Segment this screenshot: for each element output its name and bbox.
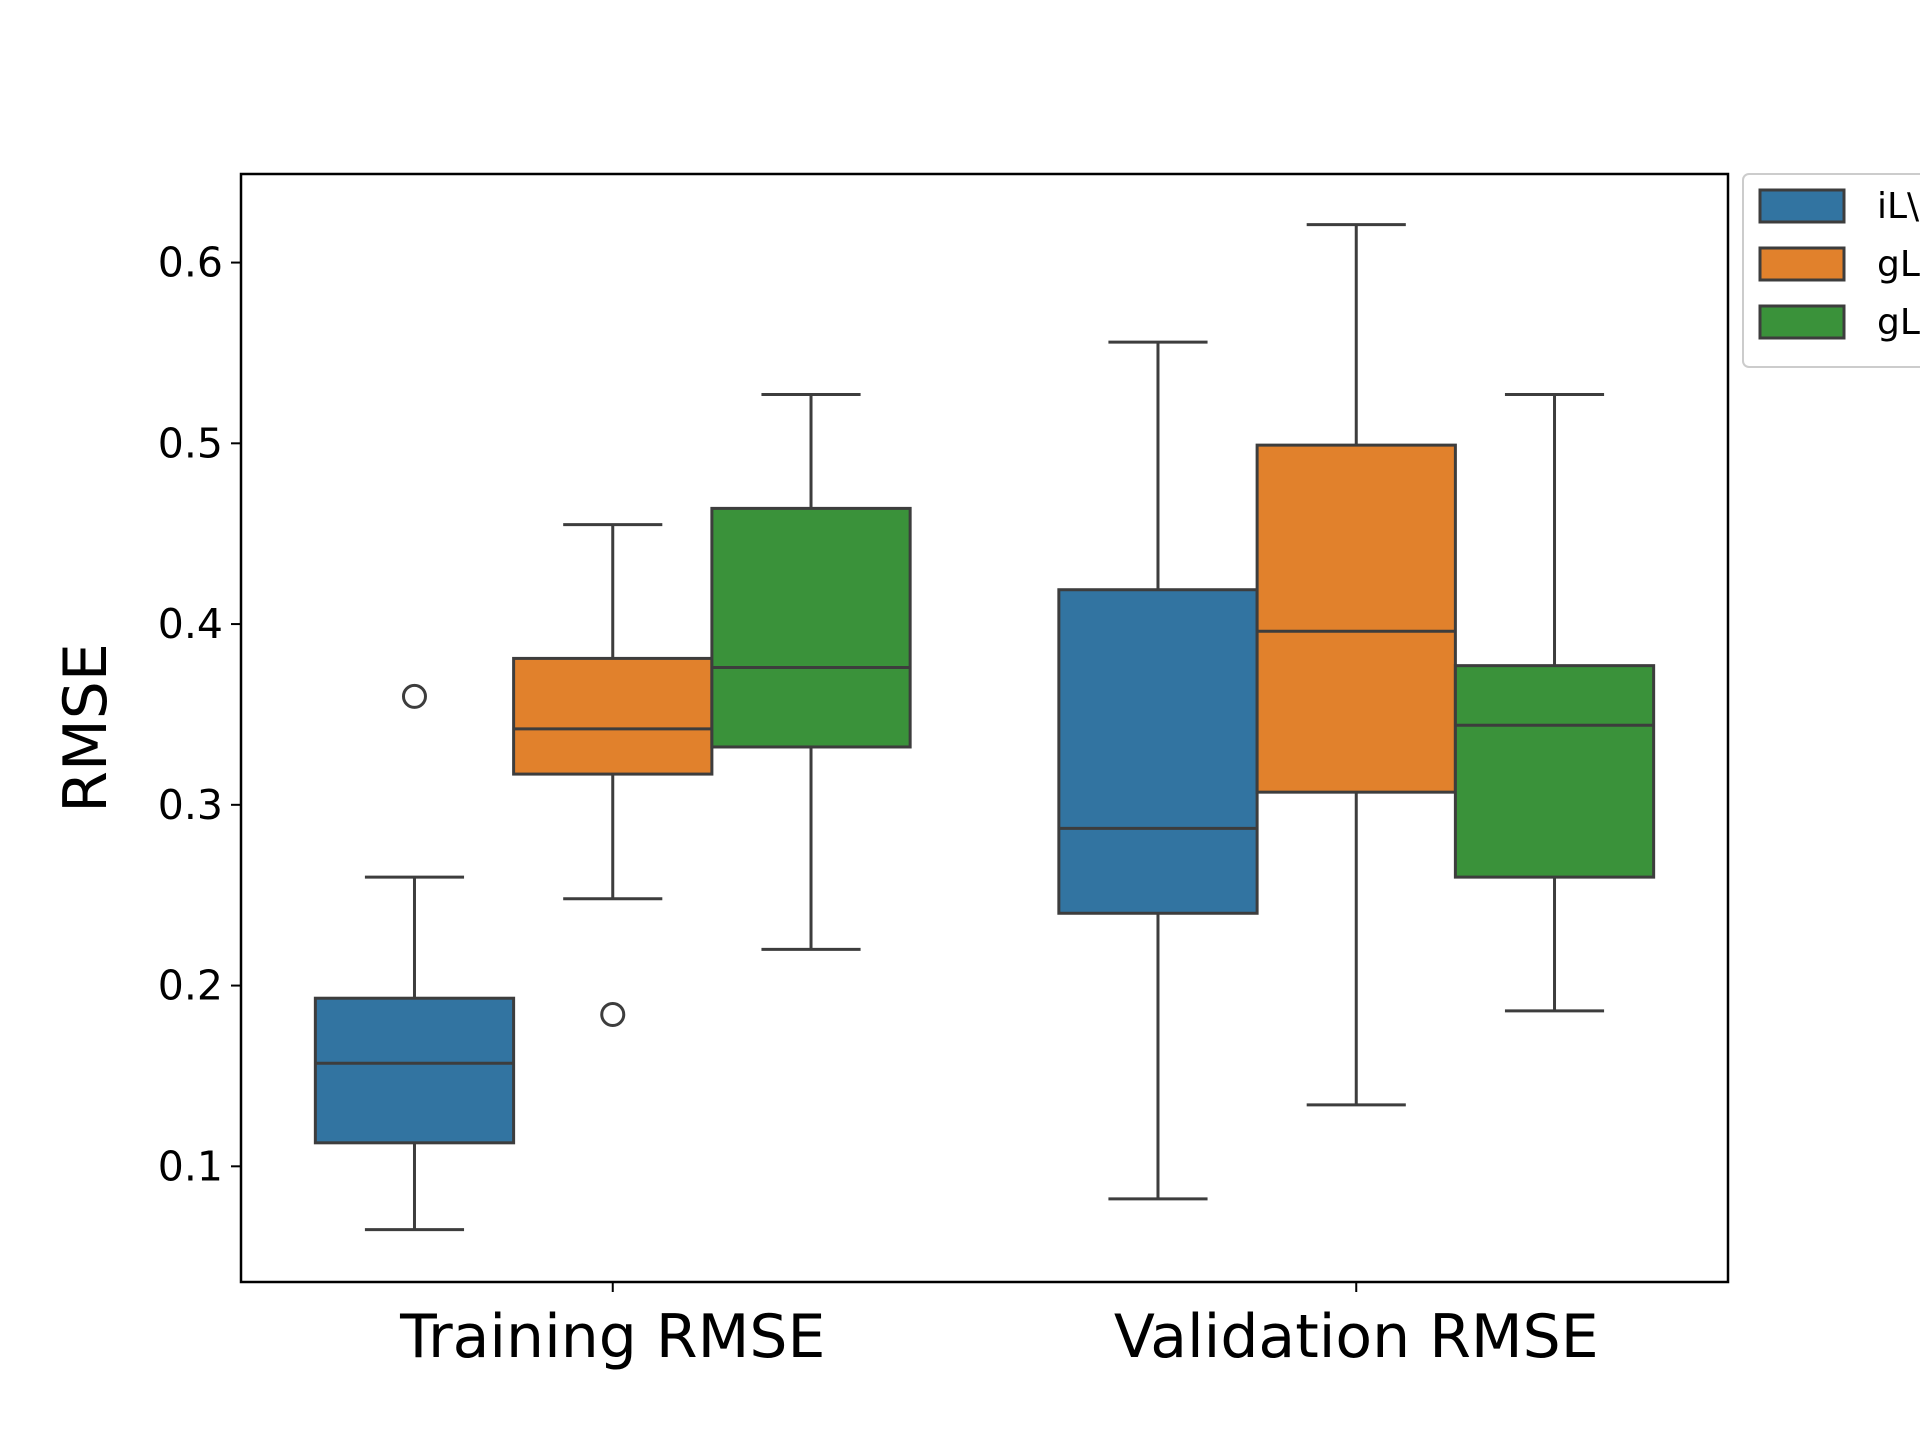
outlier-point xyxy=(600,1001,626,1027)
y-tick-label: 0.3 xyxy=(158,781,223,829)
x-tick-label: Training RMSE xyxy=(399,1302,825,1372)
box-body xyxy=(313,996,516,1145)
x-tick-label: Validation RMSE xyxy=(1114,1302,1599,1372)
y-tick-label: 0.5 xyxy=(158,419,223,467)
box-body xyxy=(1255,443,1457,794)
box-2-training-rmse xyxy=(512,523,714,1027)
box-3-training-rmse xyxy=(710,393,912,951)
plot-frame xyxy=(239,172,1730,1284)
legend-swatch xyxy=(1758,188,1846,224)
legend-label: iL\ xyxy=(1877,186,1920,227)
box-1-validation-rmse xyxy=(1057,340,1259,1201)
box-2-validation-rmse xyxy=(1255,223,1457,1107)
y-tick-label: 0.6 xyxy=(158,239,223,287)
legend-label: gL xyxy=(1877,302,1920,343)
box-body xyxy=(710,506,912,749)
legend-label: gL xyxy=(1877,244,1920,285)
box-body xyxy=(1057,588,1259,915)
box-body xyxy=(512,656,714,776)
y-tick-label: 0.1 xyxy=(158,1142,223,1190)
y-tick-label: 0.2 xyxy=(158,962,223,1010)
y-axis-label: RMSE xyxy=(51,643,121,812)
y-tick-label: 0.4 xyxy=(158,600,223,648)
legend-swatch xyxy=(1758,246,1846,282)
box-3-validation-rmse xyxy=(1453,393,1656,1013)
legend-swatch xyxy=(1758,304,1846,340)
outlier-point xyxy=(401,683,427,709)
box-1-training-rmse xyxy=(313,683,516,1232)
box-body xyxy=(1453,664,1656,879)
